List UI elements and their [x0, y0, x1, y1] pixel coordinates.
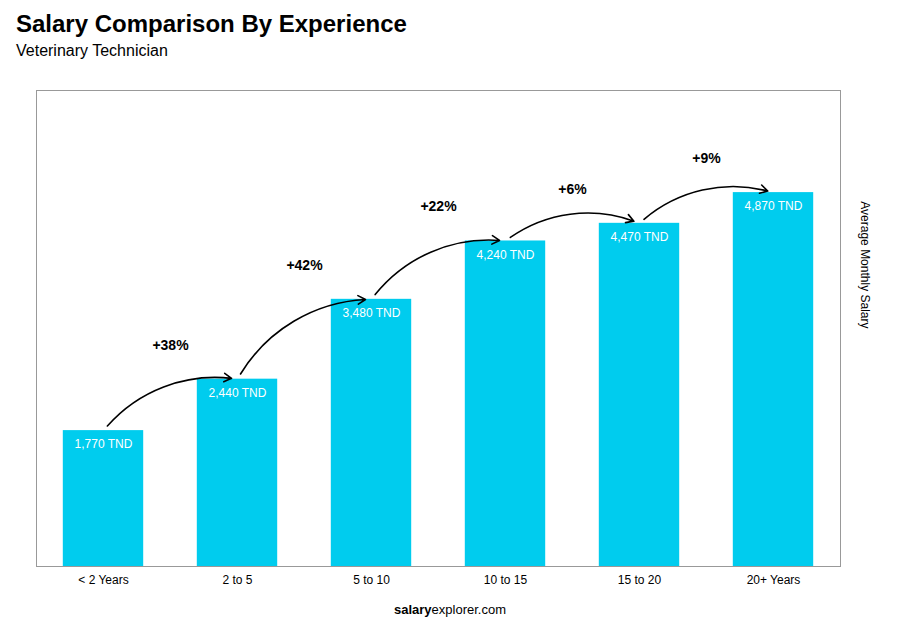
svg-text:+38%: +38%	[152, 337, 189, 353]
html-text:Salary Comparison By Experienc: Salary Comparison By Experience	[16, 10, 407, 37]
svg-text:+6%: +6%	[558, 181, 587, 197]
svg-text:1,770 TND: 1,770 TND	[75, 437, 133, 451]
svg-text:2,440 TND: 2,440 TND	[209, 386, 267, 400]
svg-text:10 to 15: 10 to 15	[484, 573, 528, 587]
svg-text:4,870 TND: 4,870 TND	[745, 199, 803, 213]
svg-text:+22%: +22%	[420, 198, 457, 214]
svg-text:+9%: +9%	[692, 150, 721, 166]
svg-text:Average Monthly Salary: Average Monthly Salary	[858, 201, 872, 328]
svg-text:4,240 TND: 4,240 TND	[477, 248, 535, 262]
svg-text:15 to 20: 15 to 20	[618, 573, 662, 587]
svg-text:3,480 TND: 3,480 TND	[343, 306, 401, 320]
html-text:Veterinary Technician: Veterinary Technician	[16, 42, 168, 59]
svg-text:< 2 Years: < 2 Years	[78, 573, 128, 587]
svg-text:5 to 10: 5 to 10	[353, 573, 390, 587]
svg-text:+42%: +42%	[286, 257, 323, 273]
svg-text:2 to 5: 2 to 5	[222, 573, 252, 587]
svg-text:4,470 TND: 4,470 TND	[611, 230, 669, 244]
svg-text:20+ Years: 20+ Years	[747, 573, 801, 587]
html-text:salary explorer.com: salary explorer.com	[394, 602, 506, 617]
